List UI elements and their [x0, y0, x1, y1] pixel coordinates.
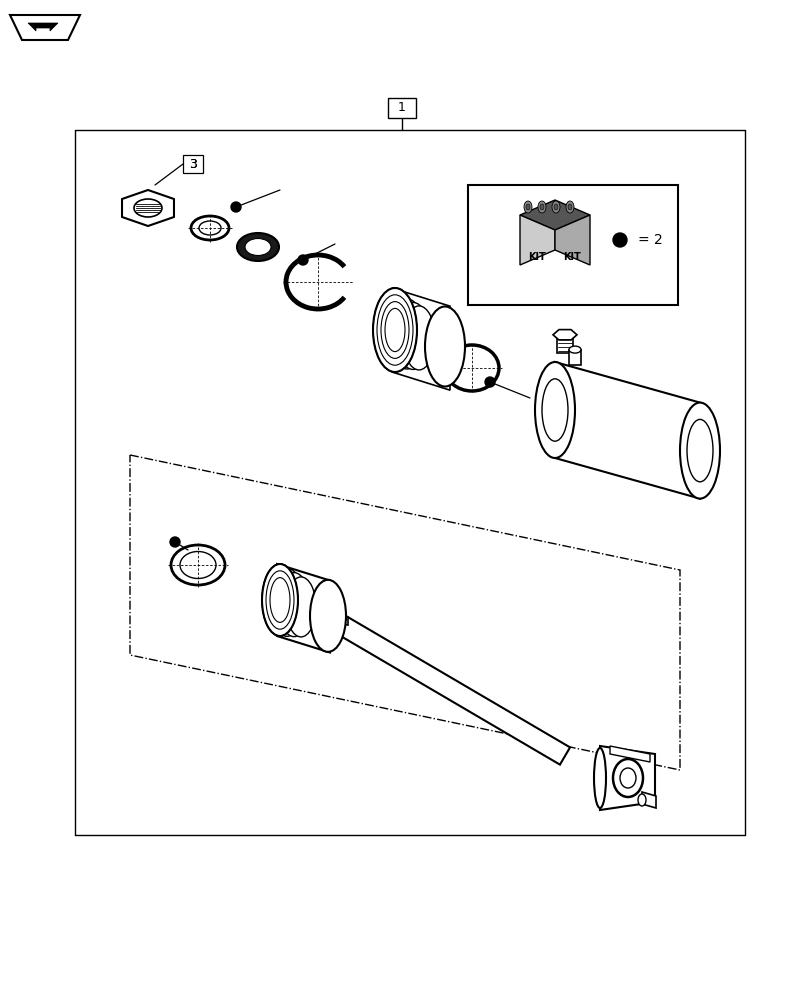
Text: 3: 3	[189, 158, 197, 171]
Ellipse shape	[539, 204, 543, 210]
Ellipse shape	[134, 199, 162, 217]
Ellipse shape	[191, 216, 229, 240]
Ellipse shape	[262, 564, 298, 636]
Polygon shape	[392, 288, 449, 390]
Ellipse shape	[388, 299, 424, 369]
Bar	[182, 155, 203, 173]
Ellipse shape	[375, 292, 414, 368]
Polygon shape	[552, 330, 577, 340]
Ellipse shape	[372, 288, 417, 372]
Ellipse shape	[310, 580, 345, 652]
Ellipse shape	[285, 255, 350, 309]
Ellipse shape	[534, 362, 574, 458]
Ellipse shape	[637, 794, 646, 806]
Polygon shape	[556, 335, 573, 353]
Ellipse shape	[569, 346, 581, 353]
Ellipse shape	[402, 306, 435, 370]
Ellipse shape	[270, 568, 303, 636]
Text: = 2: = 2	[637, 233, 662, 247]
Ellipse shape	[551, 201, 560, 213]
Ellipse shape	[679, 403, 719, 499]
Text: KIT: KIT	[563, 252, 580, 262]
Circle shape	[298, 255, 307, 265]
Ellipse shape	[199, 221, 221, 235]
Circle shape	[484, 377, 495, 387]
Ellipse shape	[262, 564, 298, 636]
Ellipse shape	[565, 201, 573, 213]
Ellipse shape	[277, 573, 310, 637]
Ellipse shape	[245, 238, 271, 255]
Ellipse shape	[381, 295, 419, 368]
Ellipse shape	[526, 204, 530, 210]
Polygon shape	[599, 746, 654, 810]
Polygon shape	[554, 362, 699, 499]
Circle shape	[333, 616, 338, 622]
Polygon shape	[122, 190, 174, 226]
Ellipse shape	[318, 607, 337, 627]
Polygon shape	[642, 792, 655, 808]
Polygon shape	[324, 613, 348, 625]
Polygon shape	[323, 608, 569, 765]
Polygon shape	[569, 350, 581, 365]
Ellipse shape	[620, 768, 635, 788]
Ellipse shape	[523, 201, 531, 213]
Circle shape	[169, 537, 180, 547]
Ellipse shape	[568, 204, 571, 210]
Ellipse shape	[594, 748, 605, 808]
Polygon shape	[554, 215, 590, 265]
Circle shape	[230, 202, 241, 212]
Polygon shape	[28, 23, 58, 31]
Ellipse shape	[396, 302, 430, 369]
Text: 3: 3	[189, 158, 197, 171]
Polygon shape	[10, 15, 80, 40]
Ellipse shape	[237, 233, 279, 261]
Bar	[388, 98, 415, 118]
Polygon shape	[519, 200, 590, 230]
Polygon shape	[277, 564, 329, 652]
Ellipse shape	[553, 204, 557, 210]
Text: 1: 1	[397, 101, 406, 114]
Circle shape	[612, 233, 626, 247]
Ellipse shape	[180, 552, 216, 578]
Ellipse shape	[424, 306, 465, 386]
Polygon shape	[519, 215, 554, 265]
Ellipse shape	[538, 201, 545, 213]
Ellipse shape	[612, 759, 642, 797]
Polygon shape	[609, 746, 649, 762]
Ellipse shape	[285, 577, 315, 637]
Text: KIT: KIT	[527, 252, 545, 262]
Bar	[467, 185, 677, 305]
